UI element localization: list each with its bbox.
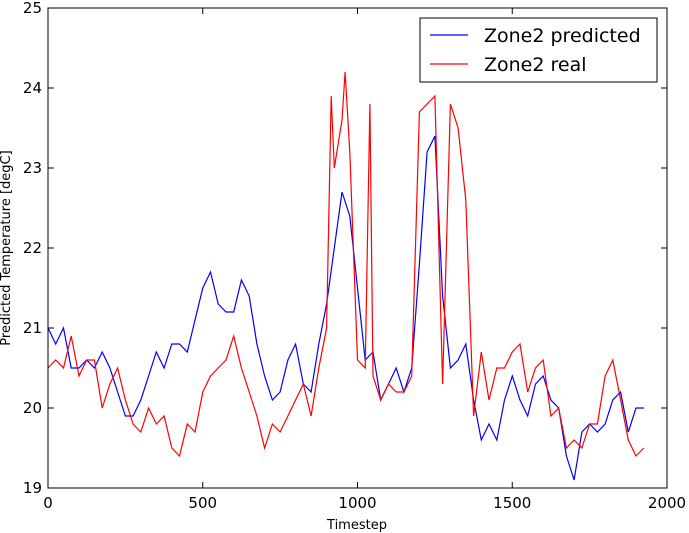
legend-label: Zone2 predicted <box>484 25 641 47</box>
y-axis-label: Predicted Temperature [degC] <box>0 150 14 345</box>
y-tick-label: 19 <box>23 479 42 497</box>
x-tick-label: 1000 <box>338 494 376 512</box>
x-tick-label: 500 <box>188 494 217 512</box>
line-series <box>47 135 644 481</box>
y-tick-label: 20 <box>23 399 42 417</box>
line-series <box>47 71 645 458</box>
y-tick-label: 24 <box>23 79 42 97</box>
x-tick-label: 2000 <box>648 494 686 512</box>
plot-frame <box>47 7 668 489</box>
y-tick-label: 22 <box>23 239 42 257</box>
y-tick-label: 23 <box>23 159 42 177</box>
x-tick-label: 0 <box>43 494 53 512</box>
y-tick-label: 21 <box>23 319 42 337</box>
legend-box <box>419 17 658 83</box>
legend-label: Zone2 real <box>484 54 587 76</box>
x-axis-label: Timestep <box>326 518 387 533</box>
y-tick-label: 25 <box>23 0 42 17</box>
x-tick-label: 1500 <box>493 494 531 512</box>
